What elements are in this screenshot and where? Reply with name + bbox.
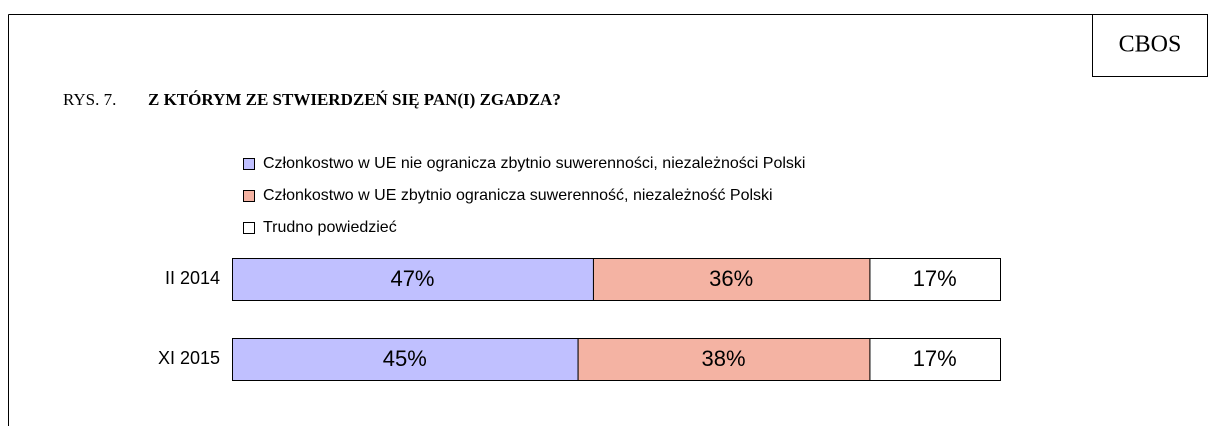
bar-segment: [592, 258, 871, 301]
data-label: 47%: [390, 266, 434, 291]
data-label: 38%: [701, 346, 745, 371]
bar-segment: [232, 258, 594, 301]
data-label: 17%: [913, 346, 957, 371]
figure-label: RYS. 7.: [63, 90, 116, 109]
data-label: 17%: [913, 266, 957, 291]
y-tick-label: XI 2015: [158, 348, 220, 368]
bar-segment: [232, 338, 579, 381]
source: CBOS: [1119, 32, 1182, 58]
legend-swatch: [243, 222, 255, 234]
data-label: 36%: [709, 266, 753, 291]
chart-title: Z KTÓRYM ZE STWIERDZEŃ SIĘ PAN(I) ZGADZA…: [148, 90, 561, 109]
legend-swatch: [243, 158, 255, 170]
source-box: [1092, 14, 1208, 77]
y-tick-label: II 2014: [165, 268, 220, 288]
legend-label: Trudno powiedzieć: [263, 219, 397, 236]
legend-label: Członkostwo w UE zbytnio ogranicza suwer…: [263, 187, 773, 204]
bar-segment: [577, 338, 871, 381]
data-label: 45%: [383, 346, 427, 371]
legend-swatch: [243, 190, 255, 202]
bar-segment: [869, 338, 1001, 381]
legend-label: Członkostwo w UE nie ogranicza zbytnio s…: [263, 155, 805, 172]
bar-segment: [869, 258, 1001, 301]
